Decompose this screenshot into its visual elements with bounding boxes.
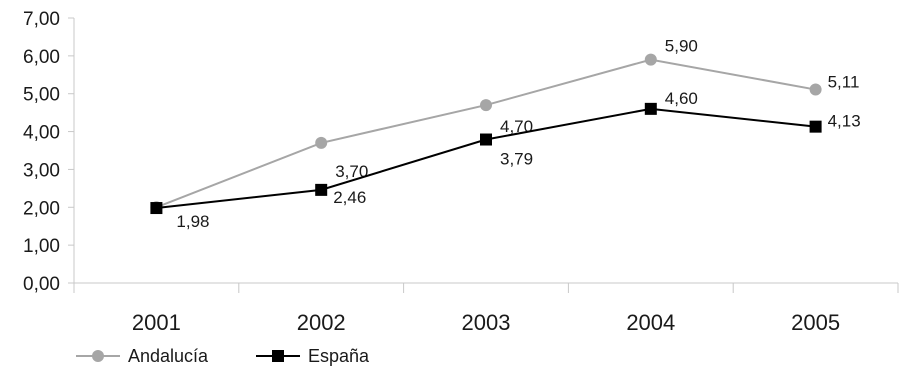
- data-label: 3,79: [500, 150, 533, 169]
- legend-marker: [92, 350, 104, 362]
- data-point: [150, 202, 163, 215]
- x-tick-label: 2005: [791, 310, 840, 335]
- y-tick-label: 0,00: [23, 274, 60, 295]
- y-tick-label: 6,00: [23, 47, 60, 68]
- legend-marker: [272, 350, 284, 362]
- data-point: [644, 102, 657, 115]
- data-label: 5,90: [665, 37, 698, 56]
- data-label: 4,13: [828, 112, 861, 131]
- x-tick-label: 2001: [132, 310, 181, 335]
- data-point: [315, 136, 328, 149]
- legend-label: Andalucía: [128, 346, 209, 366]
- y-tick-label: 3,00: [23, 160, 60, 181]
- data-label: 3,70: [335, 162, 368, 181]
- legend-item-espana: España: [256, 346, 370, 366]
- y-axis-ticks: 0,00 1,00 2,00 3,00 4,00 5,00 6,00 7,00: [23, 9, 74, 295]
- x-axis-ticks: 2001 2002 2003 2004 2005: [73, 283, 899, 335]
- data-point: [480, 133, 492, 146]
- x-tick-label: 2003: [462, 310, 511, 335]
- data-label: 2,46: [333, 188, 366, 207]
- axes: [73, 18, 898, 284]
- data-point: [480, 99, 492, 112]
- x-tick-label: 2002: [297, 310, 346, 335]
- legend: Andalucía España: [76, 346, 370, 366]
- data-point: [644, 53, 657, 66]
- series-layer: 3,704,705,905,111,982,463,794,604,13: [150, 37, 861, 231]
- series-line: [156, 58, 816, 209]
- data-point: [809, 83, 822, 96]
- y-tick-label: 7,00: [23, 9, 60, 30]
- y-tick-label: 2,00: [23, 198, 60, 219]
- series-andalucia: 3,704,705,905,11: [150, 37, 859, 214]
- y-tick-label: 5,00: [23, 85, 60, 106]
- data-label: 1,98: [176, 212, 209, 231]
- series-espana: 1,98 2,46 3,79 4,60 4,13: [150, 89, 861, 231]
- legend-item-andalucia: Andalucía: [76, 346, 209, 366]
- legend-label: España: [308, 346, 370, 366]
- data-point: [809, 120, 822, 133]
- y-tick-label: 4,00: [23, 123, 60, 144]
- data-label: 5,11: [828, 73, 860, 92]
- data-point: [315, 183, 328, 196]
- y-tick-label: 1,00: [23, 236, 60, 257]
- data-label: 4,60: [665, 89, 698, 108]
- series-line: [156, 107, 816, 210]
- x-tick-label: 2004: [626, 310, 675, 335]
